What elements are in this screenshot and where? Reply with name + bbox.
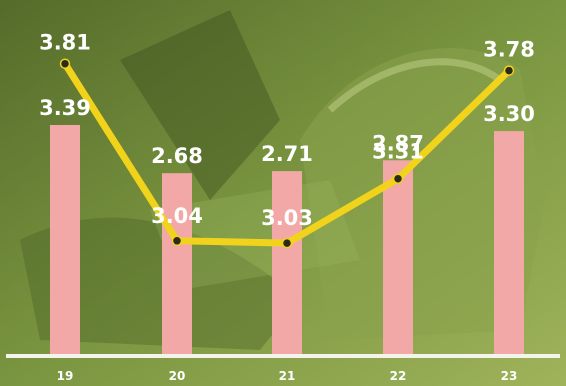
x-tick-23: 23 xyxy=(501,369,518,383)
bar-value-label-20: 2.68 xyxy=(151,144,203,168)
line-marker-20 xyxy=(171,235,183,247)
line-marker-22 xyxy=(392,173,404,184)
line-marker-21 xyxy=(281,237,293,249)
bar-value-label-23: 3.30 xyxy=(483,102,535,126)
x-tick-22: 22 xyxy=(390,369,407,383)
bar-22 xyxy=(383,160,413,355)
line-value-label-21: 3.03 xyxy=(261,206,313,230)
bar-series xyxy=(50,125,524,355)
data-labels: 3.39 2.68 2.71 2.87 3.30 3.81 3.04 3.03 3.31 3.78 xyxy=(39,31,535,230)
bar-value-label-21: 2.71 xyxy=(261,142,313,166)
x-tick-19: 19 xyxy=(57,369,74,383)
x-tick-21: 21 xyxy=(279,369,296,383)
line-marker-19 xyxy=(59,58,71,69)
x-tick-20: 20 xyxy=(169,369,186,383)
line-marker-23 xyxy=(503,65,515,76)
bar-23 xyxy=(494,131,524,355)
line-value-label-20: 3.04 xyxy=(151,204,203,228)
x-axis-tick-labels: 19 20 21 22 23 xyxy=(57,369,518,383)
line-value-label-23: 3.78 xyxy=(483,38,535,62)
bar-20 xyxy=(162,173,192,355)
line-value-label-19: 3.81 xyxy=(39,31,91,55)
bar-value-label-19: 3.39 xyxy=(39,96,91,120)
line-series xyxy=(59,58,515,249)
bar-value-label-22: 2.87 xyxy=(372,131,424,155)
line-value-label-22: 3.31 xyxy=(372,140,424,164)
bar-19 xyxy=(50,125,80,355)
bar-21 xyxy=(272,171,302,355)
